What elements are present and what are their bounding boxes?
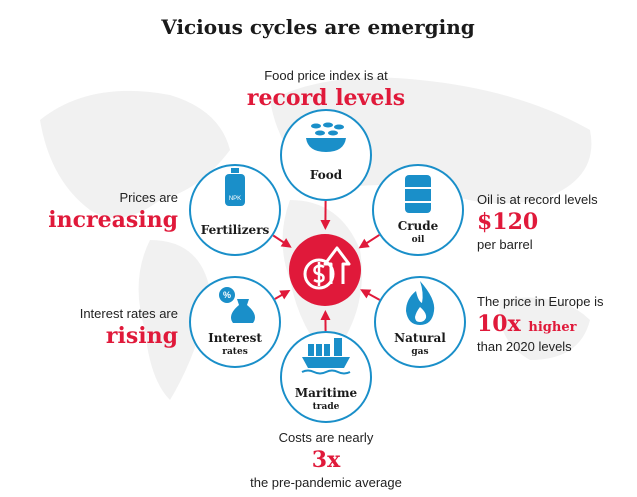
node-sublabel: oil xyxy=(412,235,425,245)
svg-text:%: % xyxy=(223,290,231,300)
callout-intro: The price in Europe is xyxy=(477,294,604,309)
node-label: Fertilizers xyxy=(201,223,270,237)
callout-intro: Oil is at record levels xyxy=(477,192,598,207)
callout-highlight: record levels xyxy=(247,85,405,111)
highlight-value: record levels xyxy=(247,85,405,111)
callout-highlight: increasing xyxy=(48,207,178,233)
node-circle xyxy=(280,331,372,423)
center-arrow xyxy=(323,246,351,284)
highlight-value: 10x xyxy=(477,311,522,337)
callout-outro: the pre-pandemic average xyxy=(250,475,402,490)
callout-intro: Prices are xyxy=(119,190,178,205)
node-circle xyxy=(189,164,281,256)
highlight-value: 3x xyxy=(312,447,341,473)
center-dollar xyxy=(313,262,325,286)
node-sublabel: gas xyxy=(411,347,428,357)
callout-intro: Interest rates are xyxy=(80,306,178,321)
center-dollar-ring xyxy=(303,258,335,290)
interest-icon: % xyxy=(219,287,255,323)
callout-outro: per barrel xyxy=(477,237,533,252)
highlight-suffix: higher xyxy=(528,320,576,335)
center-circle xyxy=(289,234,361,306)
arrow-head xyxy=(358,238,370,249)
node-label: Food xyxy=(310,168,343,182)
title: Vicious cycles are emerging xyxy=(160,15,475,39)
icons: NPK % xyxy=(219,122,435,375)
node-circle xyxy=(280,109,372,201)
highlight-value: $120 xyxy=(477,209,538,235)
callout-highlight: 10x higher xyxy=(477,311,577,337)
node-label: Interest xyxy=(208,331,262,345)
callout-highlight: rising xyxy=(106,323,178,349)
arrow-head xyxy=(320,219,331,231)
food-icon xyxy=(306,122,346,152)
gas-icon xyxy=(406,281,435,325)
callout-highlight: $120 xyxy=(477,209,538,235)
barrel-icon xyxy=(405,175,431,213)
fertilizer-icon: NPK xyxy=(225,168,245,206)
node-label: Crude xyxy=(398,219,439,233)
node-sublabel: rates xyxy=(222,347,248,357)
arrow-head xyxy=(320,309,331,321)
node-label: Maritime xyxy=(295,386,358,400)
arrow-head xyxy=(360,289,372,299)
arrow-head xyxy=(279,290,291,300)
callout-intro: Costs are nearly xyxy=(279,430,374,445)
svg-text:NPK: NPK xyxy=(229,196,241,202)
ship-icon xyxy=(301,338,351,375)
callout-highlight: 3x xyxy=(312,447,341,473)
callout-intro: Food price index is at xyxy=(264,68,388,83)
callout-outro: than 2020 levels xyxy=(477,339,572,354)
highlight-value: rising xyxy=(106,323,178,349)
node-label: Natural xyxy=(394,331,446,345)
arrow-head xyxy=(280,238,292,248)
highlight-value: increasing xyxy=(48,207,178,233)
node-sublabel: trade xyxy=(313,402,340,412)
